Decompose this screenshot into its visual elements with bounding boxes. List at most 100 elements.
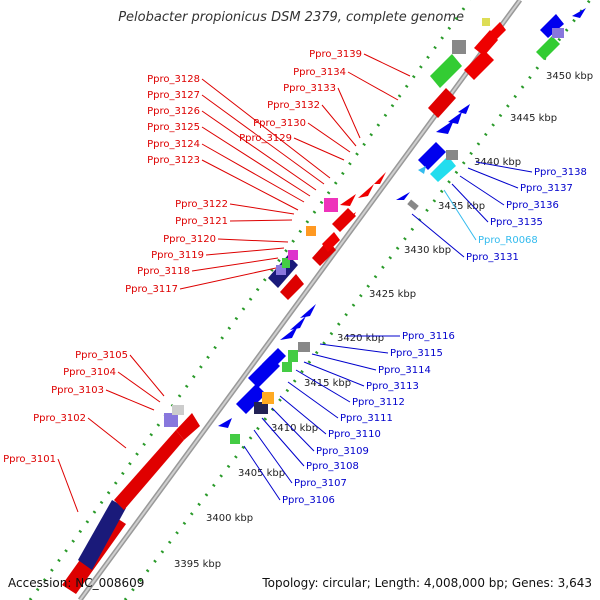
kbp-label: 3450 kbp	[546, 71, 593, 82]
leader-line	[459, 175, 505, 206]
gene-label-left: Ppro_3101	[3, 454, 56, 465]
gene-label-right: Ppro_3115	[390, 348, 443, 359]
left-strand-genes	[62, 18, 506, 594]
genome-title: Pelobacter propionicus DSM 2379, complet…	[118, 10, 464, 25]
gene-label-left: Ppro_3129	[239, 133, 292, 144]
leader-line	[179, 267, 277, 290]
gene-label-left: Ppro_3133	[283, 83, 336, 94]
gene-label-right: Ppro_3138	[534, 167, 587, 178]
leader-line	[475, 161, 533, 173]
gene-label-left: Ppro_3119	[151, 250, 204, 261]
gene-label-left: Ppro_3123	[147, 155, 200, 166]
leader-lines	[57, 53, 533, 513]
kbp-label: 3415 kbp	[304, 378, 351, 389]
leader-line	[117, 371, 161, 403]
kbp-scale: 3395 kbp 3400 kbp 3405 kbp 3410 kbp 3415 kbp…	[174, 71, 593, 570]
kbp-label: 3445 kbp	[510, 113, 557, 124]
gene-label-left: Ppro_3105	[75, 350, 128, 361]
gene-label-right: Ppro_3135	[490, 217, 543, 228]
kbp-label: 3440 kbp	[474, 157, 521, 168]
gene-label-left: Ppro_3102	[33, 413, 86, 424]
gene-block	[164, 413, 178, 427]
leader-line	[303, 361, 365, 387]
gene-label-left: Ppro_3127	[147, 90, 200, 101]
leader-line	[295, 369, 351, 403]
topology-text: Topology: circular; Length: 4,008,000 bp…	[262, 576, 592, 590]
gene-label-left: Ppro_3117	[125, 284, 178, 295]
kbp-label: 3430 kbp	[404, 245, 451, 256]
leader-line	[87, 417, 127, 449]
leader-line	[201, 110, 317, 191]
right-strand-genes	[218, 8, 586, 444]
leader-line	[229, 203, 295, 215]
leader-line	[243, 445, 281, 501]
gene-label-right: Ppro_3107	[294, 478, 347, 489]
leader-line	[105, 389, 155, 411]
leader-line	[287, 381, 339, 419]
leader-line	[57, 458, 79, 513]
gene-label-right: Ppro_3106	[282, 495, 335, 506]
gene-label-left: Ppro_3118	[137, 266, 190, 277]
gene-label-right: Ppro_3110	[328, 429, 381, 440]
accession-text: Accession: NC_008609	[8, 576, 145, 590]
leader-line	[201, 94, 325, 185]
kbp-label: 3420 kbp	[337, 333, 384, 344]
tick-track-left	[28, 0, 472, 600]
gene-label-left: Ppro_3122	[175, 199, 228, 210]
gene-label-left: Ppro_3120	[163, 234, 216, 245]
gene-label-left: Ppro_3126	[147, 106, 200, 117]
leader-line	[467, 167, 519, 189]
leader-line	[319, 343, 389, 354]
gene-labels: Ppro_3139 Ppro_3134 Ppro_3133 Ppro_3132 Ppro…	[3, 49, 587, 506]
gene-label-left: Ppro_3103	[51, 385, 104, 396]
leader-line	[253, 429, 293, 484]
gene-label-right: Ppro_3131	[466, 252, 519, 263]
gene-block	[114, 430, 184, 510]
gene-label-left: Ppro_3124	[147, 139, 200, 150]
leader-line	[201, 159, 299, 211]
gene-label-left: Ppro_3104	[63, 367, 116, 378]
gene-label-left: Ppro_3121	[175, 216, 228, 227]
gene-label-right: Ppro_3114	[378, 365, 431, 376]
gene-label-right: Ppro_R0068	[478, 235, 538, 246]
leader-line	[443, 189, 477, 241]
leader-line	[311, 353, 377, 371]
gene-label-left: Ppro_3130	[253, 118, 306, 129]
gene-label-right: Ppro_3116	[402, 331, 455, 342]
leader-line	[205, 247, 285, 256]
leader-line	[229, 219, 293, 222]
leader-line	[337, 87, 361, 139]
leader-line	[347, 71, 399, 101]
gene-block	[78, 500, 126, 570]
leader-line	[363, 53, 411, 77]
leader-line	[201, 143, 305, 203]
leader-line	[201, 126, 311, 197]
gene-label-right: Ppro_3137	[520, 183, 573, 194]
leader-line	[191, 257, 279, 272]
leader-line	[201, 78, 331, 179]
kbp-label: 3435 kbp	[438, 201, 485, 212]
kbp-label: 3425 kbp	[369, 289, 416, 300]
gene-label-right: Ppro_3108	[306, 461, 359, 472]
gene-label-right: Ppro_3113	[366, 381, 419, 392]
kbp-label: 3410 kbp	[271, 423, 318, 434]
gene-label-left: Ppro_3134	[293, 67, 346, 78]
leader-line	[271, 407, 315, 452]
kbp-label: 3395 kbp	[174, 559, 221, 570]
leader-line	[411, 213, 465, 258]
gene-label-left: Ppro_3139	[309, 49, 362, 60]
kbp-label: 3400 kbp	[206, 513, 253, 524]
gene-label-left: Ppro_3125	[147, 122, 200, 133]
leader-line	[307, 122, 351, 153]
leader-line	[451, 183, 489, 223]
leader-line	[279, 395, 327, 435]
kbp-label: 3405 kbp	[238, 468, 285, 479]
leader-line	[129, 354, 165, 397]
leader-line	[261, 417, 305, 467]
leader-line	[321, 104, 357, 147]
gene-label-right: Ppro_3109	[316, 446, 369, 457]
leader-line	[217, 238, 289, 243]
gene-label-left: Ppro_3128	[147, 74, 200, 85]
gene-label-right: Ppro_3136	[506, 200, 559, 211]
